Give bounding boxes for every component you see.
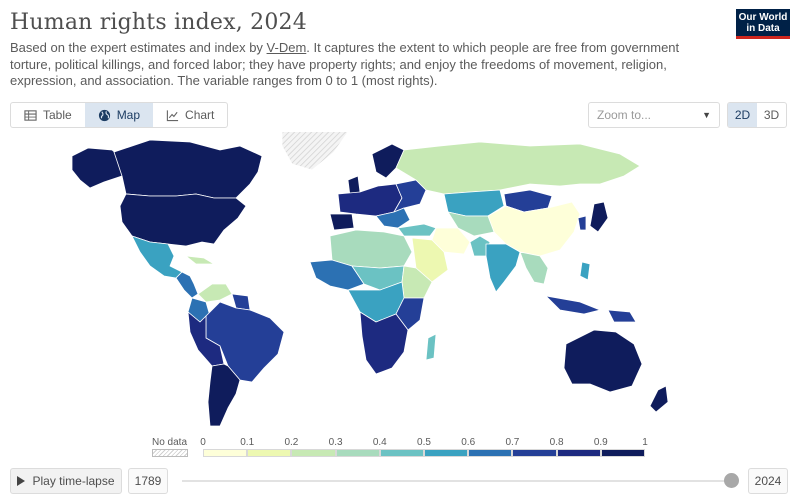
region-central-asia[interactable] xyxy=(447,211,495,237)
play-timelapse-button[interactable]: Play time-lapse xyxy=(10,468,122,494)
projection-toggle: 2D 3D xyxy=(727,102,787,128)
legend-swatch[interactable] xyxy=(424,449,469,457)
region-canada[interactable] xyxy=(113,139,263,199)
zoom-placeholder: Zoom to... xyxy=(597,108,652,122)
region-venezuela[interactable] xyxy=(197,283,233,303)
view-tabs: Table Map Chart xyxy=(10,102,229,128)
region-new-zealand[interactable] xyxy=(649,385,669,413)
region-balkans[interactable] xyxy=(375,207,411,229)
legend-swatch[interactable] xyxy=(291,449,336,457)
region-usa[interactable] xyxy=(119,193,247,247)
region-cuba[interactable] xyxy=(185,255,215,265)
vdem-link[interactable]: V-Dem xyxy=(266,40,307,55)
logo-line-1: Our World xyxy=(738,12,788,23)
tab-table-label: Table xyxy=(43,108,72,122)
chart-subtitle: Based on the expert estimates and index … xyxy=(10,40,720,90)
region-new-guinea[interactable] xyxy=(607,309,637,323)
play-label: Play time-lapse xyxy=(32,474,115,488)
region-north-africa[interactable] xyxy=(329,229,413,269)
legend-swatch[interactable] xyxy=(247,449,292,457)
legend-nodata-swatch[interactable] xyxy=(152,449,188,457)
legend-tick-label: 0.8 xyxy=(549,437,564,448)
region-madagascar[interactable] xyxy=(425,333,437,361)
region-central-america[interactable] xyxy=(175,271,199,299)
end-year-box[interactable]: 2024 xyxy=(748,468,788,494)
region-australia[interactable] xyxy=(563,329,643,393)
projection-2d-button[interactable]: 2D xyxy=(728,103,757,127)
logo-accent-bar xyxy=(736,36,790,39)
table-icon xyxy=(24,109,37,121)
legend-swatch[interactable] xyxy=(556,449,601,457)
logo-line-2: in Data xyxy=(746,23,780,34)
region-southeast-asia[interactable] xyxy=(519,251,549,285)
region-peru-bolivia[interactable] xyxy=(187,311,225,367)
legend-tick-label: 0.6 xyxy=(461,437,476,448)
region-philippines[interactable] xyxy=(579,261,591,281)
legend-tick-label: 0.4 xyxy=(372,437,387,448)
legend-swatch[interactable] xyxy=(512,449,557,457)
subtitle-text: Based on the expert estimates and index … xyxy=(10,40,267,55)
zoom-select[interactable]: Zoom to... ▼ xyxy=(588,102,720,128)
start-year-box[interactable]: 1789 xyxy=(128,468,168,494)
region-southern-cone[interactable] xyxy=(207,363,241,427)
legend-tick-label: 0.2 xyxy=(284,437,299,448)
legend-tick-label: 0 xyxy=(200,437,206,448)
subtitle-text-rest: . It captures the extent to which people… xyxy=(10,40,680,88)
line-chart-icon xyxy=(166,109,179,121)
legend-swatch[interactable] xyxy=(335,449,380,457)
region-greenland[interactable] xyxy=(281,132,349,171)
world-map xyxy=(71,132,669,427)
tab-map-label: Map xyxy=(116,108,141,122)
chart-title: Human rights index, 2024 xyxy=(10,10,307,35)
region-turkey[interactable] xyxy=(397,223,437,237)
chevron-down-icon: ▼ xyxy=(702,110,711,120)
legend-swatch[interactable] xyxy=(600,449,645,457)
timeline-bar: Play time-lapse 1789 2024 xyxy=(0,468,800,496)
tab-table[interactable]: Table xyxy=(11,103,85,127)
tab-chart-label: Chart xyxy=(185,108,215,122)
region-iberia[interactable] xyxy=(329,213,355,231)
legend-tick-label: 0.1 xyxy=(240,437,255,448)
play-icon xyxy=(17,476,26,486)
timeline-handle[interactable] xyxy=(724,473,739,488)
timeline-track[interactable] xyxy=(182,480,738,482)
legend-swatch[interactable] xyxy=(379,449,424,457)
region-brazil[interactable] xyxy=(205,301,285,383)
region-india[interactable] xyxy=(485,243,521,293)
tab-chart[interactable]: Chart xyxy=(153,103,227,127)
legend-tick-label: 0.3 xyxy=(328,437,343,448)
legend-tick-label: 1 xyxy=(642,437,648,448)
region-indonesia[interactable] xyxy=(545,295,601,315)
tab-map[interactable]: Map xyxy=(84,103,154,127)
region-japan[interactable] xyxy=(589,201,609,233)
legend-tick-label: 0.5 xyxy=(417,437,431,448)
legend-swatch[interactable] xyxy=(203,449,248,457)
legend-tick-label: 0.7 xyxy=(505,437,520,448)
region-west-africa[interactable] xyxy=(309,259,365,291)
region-korea[interactable] xyxy=(577,215,587,231)
region-western-europe[interactable] xyxy=(337,183,403,217)
region-russia[interactable] xyxy=(395,141,641,195)
region-southern-africa[interactable] xyxy=(359,311,409,375)
legend-swatch[interactable] xyxy=(468,449,513,457)
globe-icon xyxy=(98,109,110,121)
owid-logo[interactable]: Our World in Data xyxy=(736,9,790,39)
region-alaska[interactable] xyxy=(71,147,125,189)
legend-tick-label: 0.9 xyxy=(593,437,608,448)
projection-3d-button[interactable]: 3D xyxy=(763,108,780,122)
map-legend: No data 0 0.1 0.2 0.3 0.4 0.5 0.6 0.7 0.8 0.9 1 xyxy=(0,436,800,462)
legend-nodata-label: No data xyxy=(152,437,188,448)
